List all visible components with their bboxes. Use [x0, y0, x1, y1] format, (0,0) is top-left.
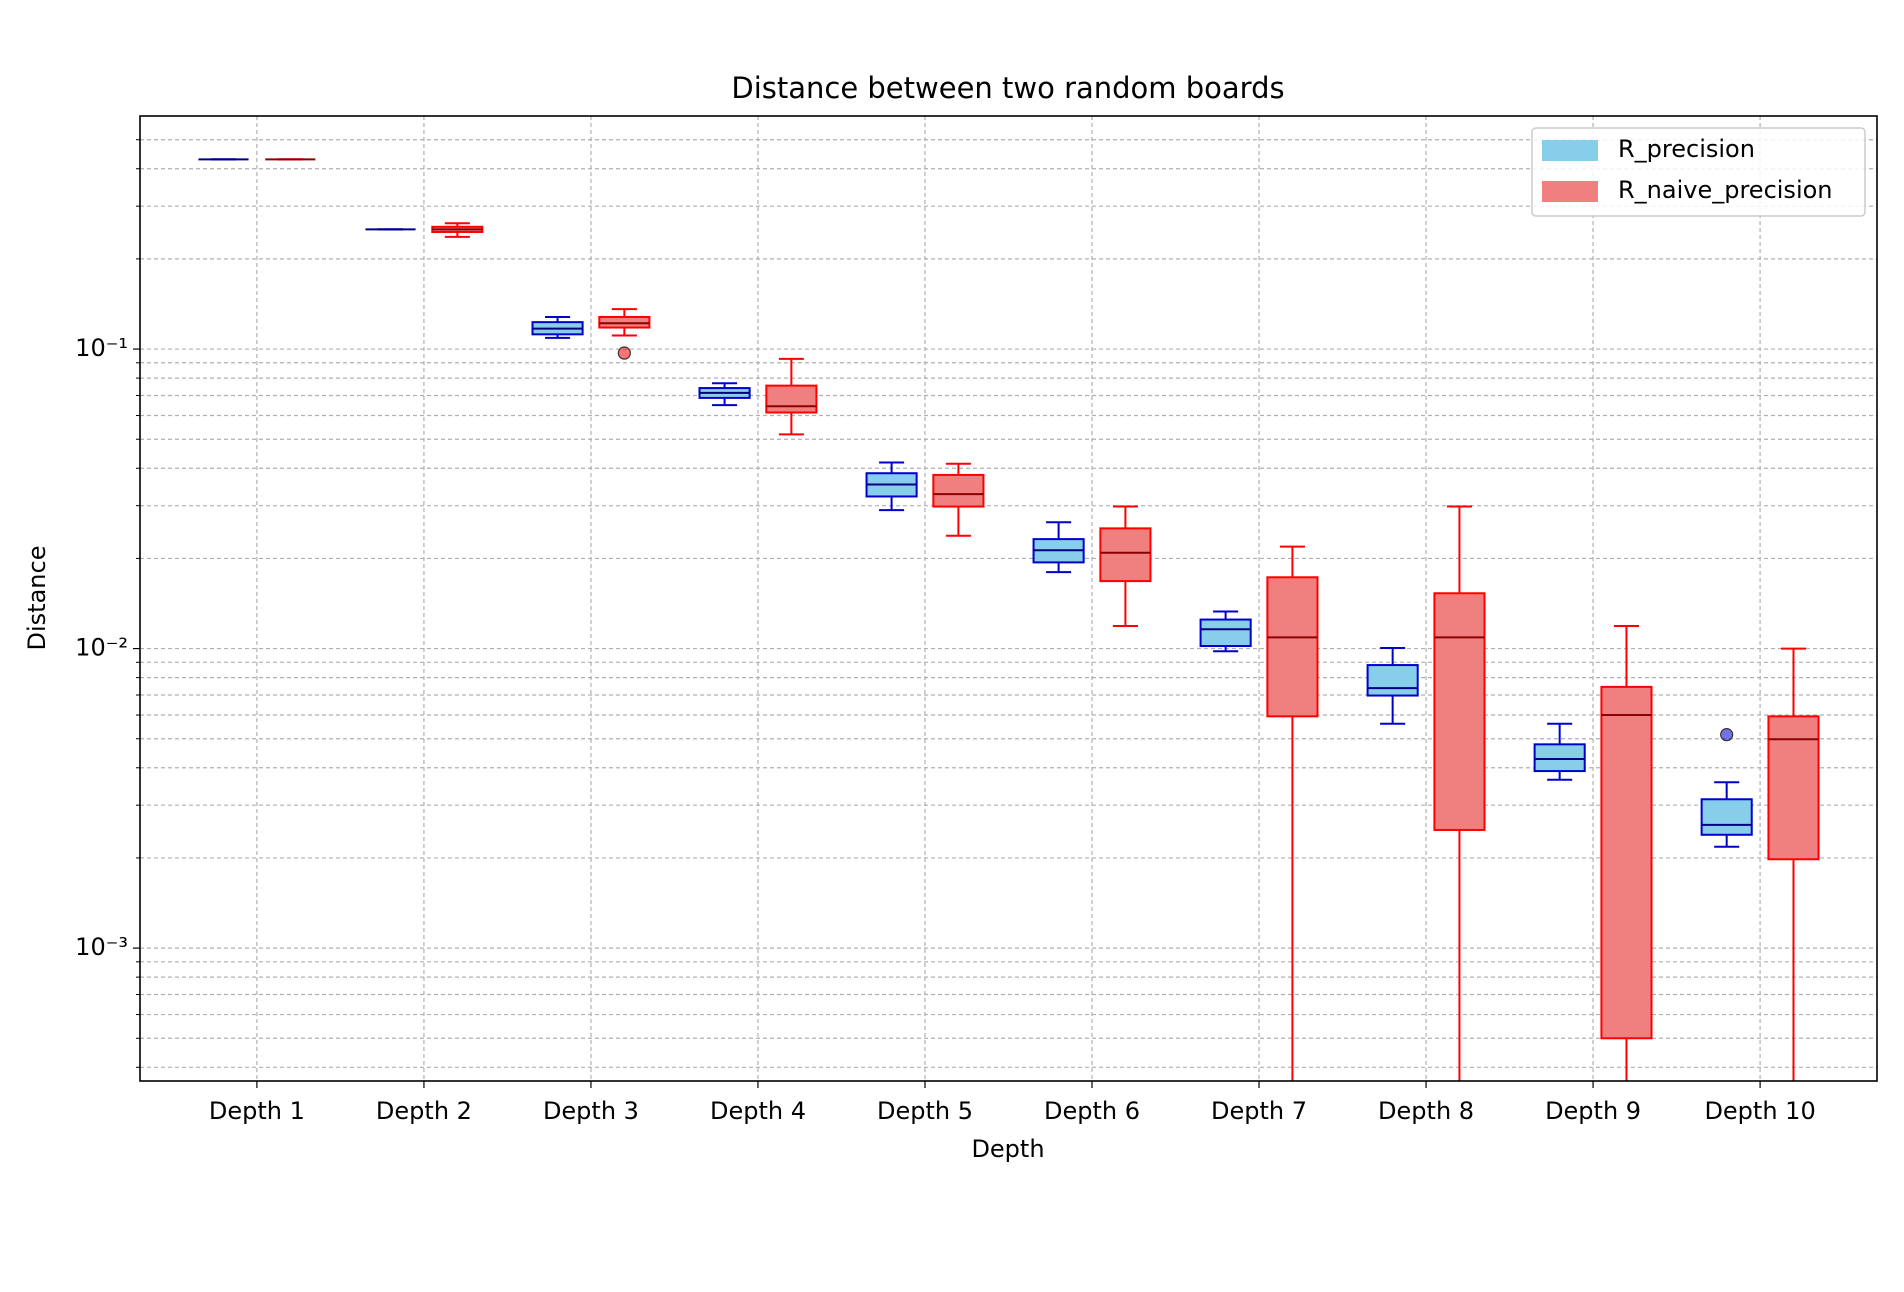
box [1533, 743, 1586, 773]
box [1366, 664, 1419, 697]
y-tick-label: 10⁻² [75, 634, 128, 662]
box [1600, 685, 1653, 1040]
legend-label: R_precision [1618, 135, 1755, 163]
y-tick-label: 10⁻¹ [75, 334, 128, 362]
x-tick-label: Depth 1 [209, 1097, 305, 1125]
chart-title: Distance between two random boards [731, 71, 1284, 105]
x-tick-label: Depth 5 [877, 1097, 973, 1125]
plot-area [198, 158, 1820, 1081]
box [1099, 527, 1152, 583]
outlier [1720, 728, 1734, 742]
x-tick-label: Depth 7 [1211, 1097, 1307, 1125]
x-tick-label: Depth 3 [543, 1097, 639, 1125]
legend-box [1531, 127, 1866, 217]
legend-swatch [1542, 181, 1598, 202]
box [1199, 618, 1252, 648]
box [1433, 592, 1486, 831]
x-tick-label: Depth 10 [1704, 1097, 1815, 1125]
box [765, 384, 818, 414]
box [1767, 715, 1820, 861]
box [1266, 576, 1319, 718]
outlier [617, 346, 631, 360]
x-tick-label: Depth 8 [1378, 1097, 1474, 1125]
y-axis-label: Distance [23, 546, 51, 651]
box [932, 473, 985, 508]
box [1700, 798, 1753, 836]
plot-frame [139, 115, 1878, 1082]
legend-swatch [1542, 140, 1598, 161]
x-tick-label: Depth 6 [1044, 1097, 1140, 1125]
x-tick-label: Depth 9 [1545, 1097, 1641, 1125]
y-tick-label: 10⁻³ [75, 933, 128, 961]
legend-label: R_naive_precision [1618, 176, 1833, 204]
x-axis-label: Depth [971, 1135, 1044, 1163]
x-tick-label: Depth 4 [710, 1097, 806, 1125]
x-tick-label: Depth 2 [376, 1097, 472, 1125]
